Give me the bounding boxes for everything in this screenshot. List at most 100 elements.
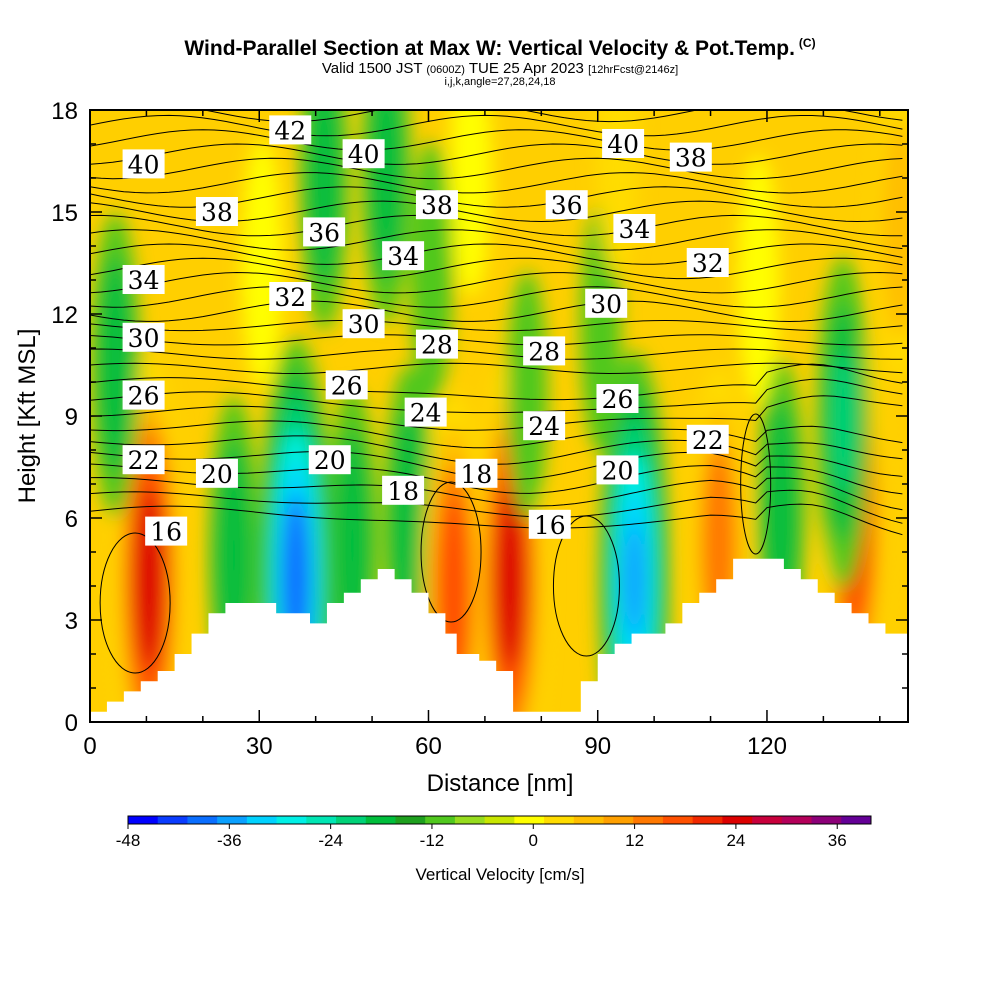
contour-label-text: 38 <box>675 144 707 173</box>
contour-label-text: 34 <box>128 266 160 295</box>
colorbar-tick-label: -24 <box>318 831 343 850</box>
contour-label-30: 30 <box>585 288 628 319</box>
isentrope-14 <box>90 300 903 323</box>
contour-label-box <box>686 424 729 454</box>
contour-label-box <box>122 149 165 179</box>
velocity-core-21 <box>241 137 283 389</box>
contour-label-box <box>528 509 571 539</box>
velocity-core-1 <box>286 525 306 633</box>
contour-label-text: 16 <box>150 518 182 547</box>
isentrope-20 <box>90 214 903 237</box>
contour-label-26: 26 <box>325 370 368 400</box>
contour-label-text: 18 <box>461 460 493 489</box>
contour-label-box <box>382 475 425 505</box>
colorbar-swatch <box>336 816 367 824</box>
colorbar-swatch <box>781 816 813 824</box>
isentrope-19 <box>90 229 903 251</box>
velocity-core-13 <box>312 112 336 244</box>
isentrope-13 <box>90 319 903 332</box>
contour-label-box <box>145 516 188 546</box>
colorbar-swatch <box>306 816 337 824</box>
isentrope-25 <box>90 143 903 165</box>
contour-label-text: 22 <box>128 446 160 475</box>
contour-label-18: 18 <box>382 475 425 506</box>
x-tick-label: 90 <box>584 733 611 760</box>
velocity-core-3 <box>340 477 365 614</box>
velocity-core-7 <box>624 522 645 636</box>
contour-label-28: 28 <box>415 329 458 360</box>
contour-label-box <box>602 129 645 158</box>
contour-label-text: 40 <box>348 140 380 169</box>
x-tick-label: 120 <box>747 733 787 760</box>
colorbar-swatch <box>811 816 842 824</box>
colorbar-swatch <box>752 816 783 824</box>
contour-label-38: 38 <box>195 197 238 227</box>
isentrope-18 <box>90 243 903 265</box>
y-axis-label: Height [Kft MSL] <box>14 329 41 504</box>
contour-label-text: 28 <box>421 331 453 360</box>
contour-label-30: 30 <box>342 309 385 339</box>
isentrope-17 <box>90 257 903 280</box>
contour-label-box <box>545 190 588 220</box>
colorbar-tick-label: 0 <box>529 831 538 850</box>
colorbar-swatch <box>544 816 575 824</box>
contour-label-box <box>195 197 238 226</box>
contour-label-text: 20 <box>314 446 346 475</box>
contour-label-32: 32 <box>269 282 312 312</box>
colorbar-swatch <box>484 816 515 824</box>
colorbar-frame <box>127 815 872 825</box>
chart-title: Wind-Parallel Section at Max W: Vertical… <box>184 36 816 60</box>
contour-label-38: 38 <box>669 142 712 173</box>
contour-label-box <box>415 329 458 359</box>
y-tick-label: 15 <box>51 200 78 227</box>
contour-label-24: 24 <box>523 411 566 441</box>
contour-label-20: 20 <box>596 455 639 485</box>
contour-label-20: 20 <box>195 458 238 489</box>
velocity-core-17 <box>506 270 548 521</box>
contour-label-text: 26 <box>128 382 160 411</box>
colorbar-tick-label: -12 <box>420 831 445 850</box>
contour-label-box <box>122 445 165 475</box>
x-tick-label: 60 <box>415 733 442 760</box>
contour-label-box <box>523 336 566 366</box>
contour-label-16: 16 <box>528 509 571 540</box>
plot-area: 42 40 40 40 38 38 38 36 36 34 34 34 32 32 30 30 30 28 28 26… <box>90 110 908 722</box>
colorbar-swatch <box>128 816 159 824</box>
colorbar-tick-label: -48 <box>116 831 141 850</box>
contour-label-text: 26 <box>331 371 363 400</box>
contour-label-box <box>415 190 458 220</box>
velocity-core-2 <box>222 487 246 624</box>
colorbar-swatch <box>722 816 753 824</box>
contour-label-text: 28 <box>528 337 560 366</box>
velocity-core-12 <box>103 299 127 431</box>
velocity-core-15 <box>418 195 445 351</box>
contour-label-box <box>269 115 312 145</box>
colorbar: -48 -36 -24 -12 0 12 24 36 <box>116 815 872 850</box>
contour-label-box <box>585 288 628 318</box>
velocity-core-18 <box>888 163 908 295</box>
velocity-core-20 <box>450 110 492 297</box>
contour-label-24: 24 <box>404 397 447 428</box>
contour-label-34: 34 <box>382 241 425 271</box>
contour-label-box <box>342 309 385 339</box>
contour-label-text: 24 <box>528 412 560 441</box>
contour-label-box <box>523 411 566 441</box>
chart-indices: i,j,k,angle=27,28,24,18 <box>444 76 556 88</box>
terrain <box>90 558 908 722</box>
contour-label-box <box>455 458 498 488</box>
y-tick-label: 6 <box>65 506 78 533</box>
isentrope-24 <box>90 157 903 180</box>
isentrope-11 <box>90 348 903 360</box>
colorbar-swatch <box>217 816 248 824</box>
isentrope-1 <box>90 489 903 524</box>
contour-label-text: 20 <box>602 456 634 485</box>
contour-label-30: 30 <box>122 322 165 353</box>
contour-label-box <box>342 139 385 169</box>
contour-label-16: 16 <box>145 516 188 547</box>
subtitle-utc: (0600Z) <box>426 64 465 76</box>
x-axis-label: Distance [nm] <box>427 770 574 797</box>
colorbar-swatch <box>573 816 605 824</box>
contour-label-text: 38 <box>421 191 453 220</box>
contour-label-text: 40 <box>128 150 160 179</box>
